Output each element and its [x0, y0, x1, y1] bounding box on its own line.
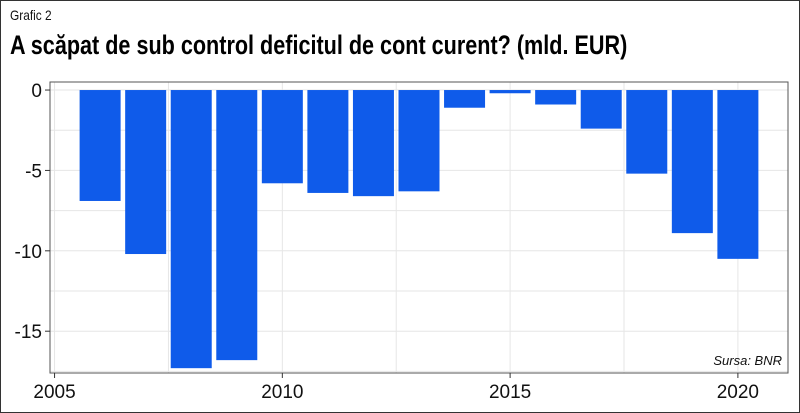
bar-2013: [398, 90, 440, 192]
x-tick-label: 2005: [33, 382, 75, 403]
bar-2012: [352, 90, 394, 197]
y-tick-label: -5: [25, 161, 42, 182]
bar-2007: [125, 90, 167, 255]
bar-2010: [261, 90, 303, 184]
bars: [79, 90, 759, 369]
y-axis: 0 -5 -10 -15: [15, 81, 50, 343]
source-note: Sursa: BNR: [713, 353, 782, 368]
bar-2020: [717, 90, 759, 259]
bar-2018: [626, 90, 668, 174]
y-tick-label: 0: [31, 81, 42, 102]
y-tick-label: -10: [15, 242, 42, 263]
bar-2006: [79, 90, 121, 201]
bar-2016: [535, 90, 577, 105]
bar-2015: [489, 90, 531, 94]
x-tick-label: 2015: [489, 382, 531, 403]
bar-2009: [216, 90, 258, 361]
bar-2017: [580, 90, 622, 129]
bar-2014: [444, 90, 486, 108]
bar-2008: [170, 90, 212, 369]
x-axis: 2005 2010 2015 2020: [33, 373, 759, 403]
chart-title: A scăpat de sub control deficitul de con…: [10, 30, 628, 60]
bar-2019: [671, 90, 713, 234]
x-tick-label: 2010: [261, 382, 303, 403]
figure-label: Grafic 2: [10, 7, 52, 23]
bar-2011: [307, 90, 349, 193]
x-tick-label: 2020: [717, 382, 759, 403]
y-tick-label: -15: [15, 322, 42, 343]
plot-panel: [49, 81, 789, 374]
